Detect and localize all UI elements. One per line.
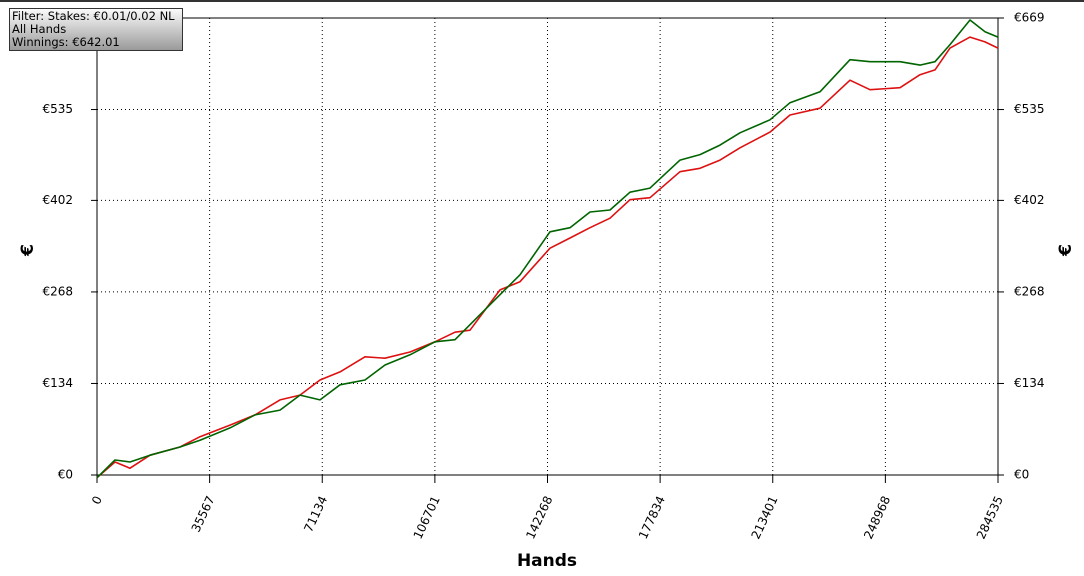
- x-tick-label: 106701: [411, 494, 443, 541]
- y-tick-label: €535: [42, 102, 73, 116]
- y2-tick-label: €535: [1014, 102, 1045, 116]
- filter-box: Filter: Stakes: €0.01/0.02 NL All Hands …: [9, 8, 183, 51]
- y2-tick-label: €268: [1014, 284, 1045, 298]
- y2-tick-label: €669: [1014, 11, 1045, 25]
- x-tick-label: 142268: [523, 494, 555, 541]
- filter-line: All Hands: [12, 22, 67, 36]
- y-tick-label: €268: [42, 284, 73, 298]
- y2-tick-label: €0: [1014, 468, 1029, 482]
- x-tick-label: 35567: [189, 494, 218, 535]
- x-tick-label: 248968: [861, 494, 893, 541]
- x-tick-label: 0: [89, 494, 105, 507]
- filter-line: Filter: Stakes: €0.01/0.02 NL: [12, 9, 175, 23]
- y2-tick-label: €402: [1014, 193, 1045, 207]
- y-axis-title: €: [18, 244, 38, 257]
- y2-tick-label: €134: [1014, 376, 1045, 390]
- y2-axis-title: €: [1056, 244, 1076, 257]
- x-tick-label: 177834: [636, 494, 668, 541]
- x-tick-label: 71134: [301, 494, 330, 535]
- x-axis-title: Hands: [517, 551, 577, 571]
- filter-line: Winnings: €642.01: [12, 35, 120, 49]
- series-line: [96, 36, 999, 479]
- x-tick-label: 284535: [974, 494, 1006, 541]
- y-tick-label: €134: [42, 376, 73, 390]
- x-tick-label: 213401: [749, 494, 781, 541]
- series-line: [96, 19, 999, 479]
- y-tick-label: €0: [58, 468, 73, 482]
- y-tick-label: €402: [42, 193, 73, 207]
